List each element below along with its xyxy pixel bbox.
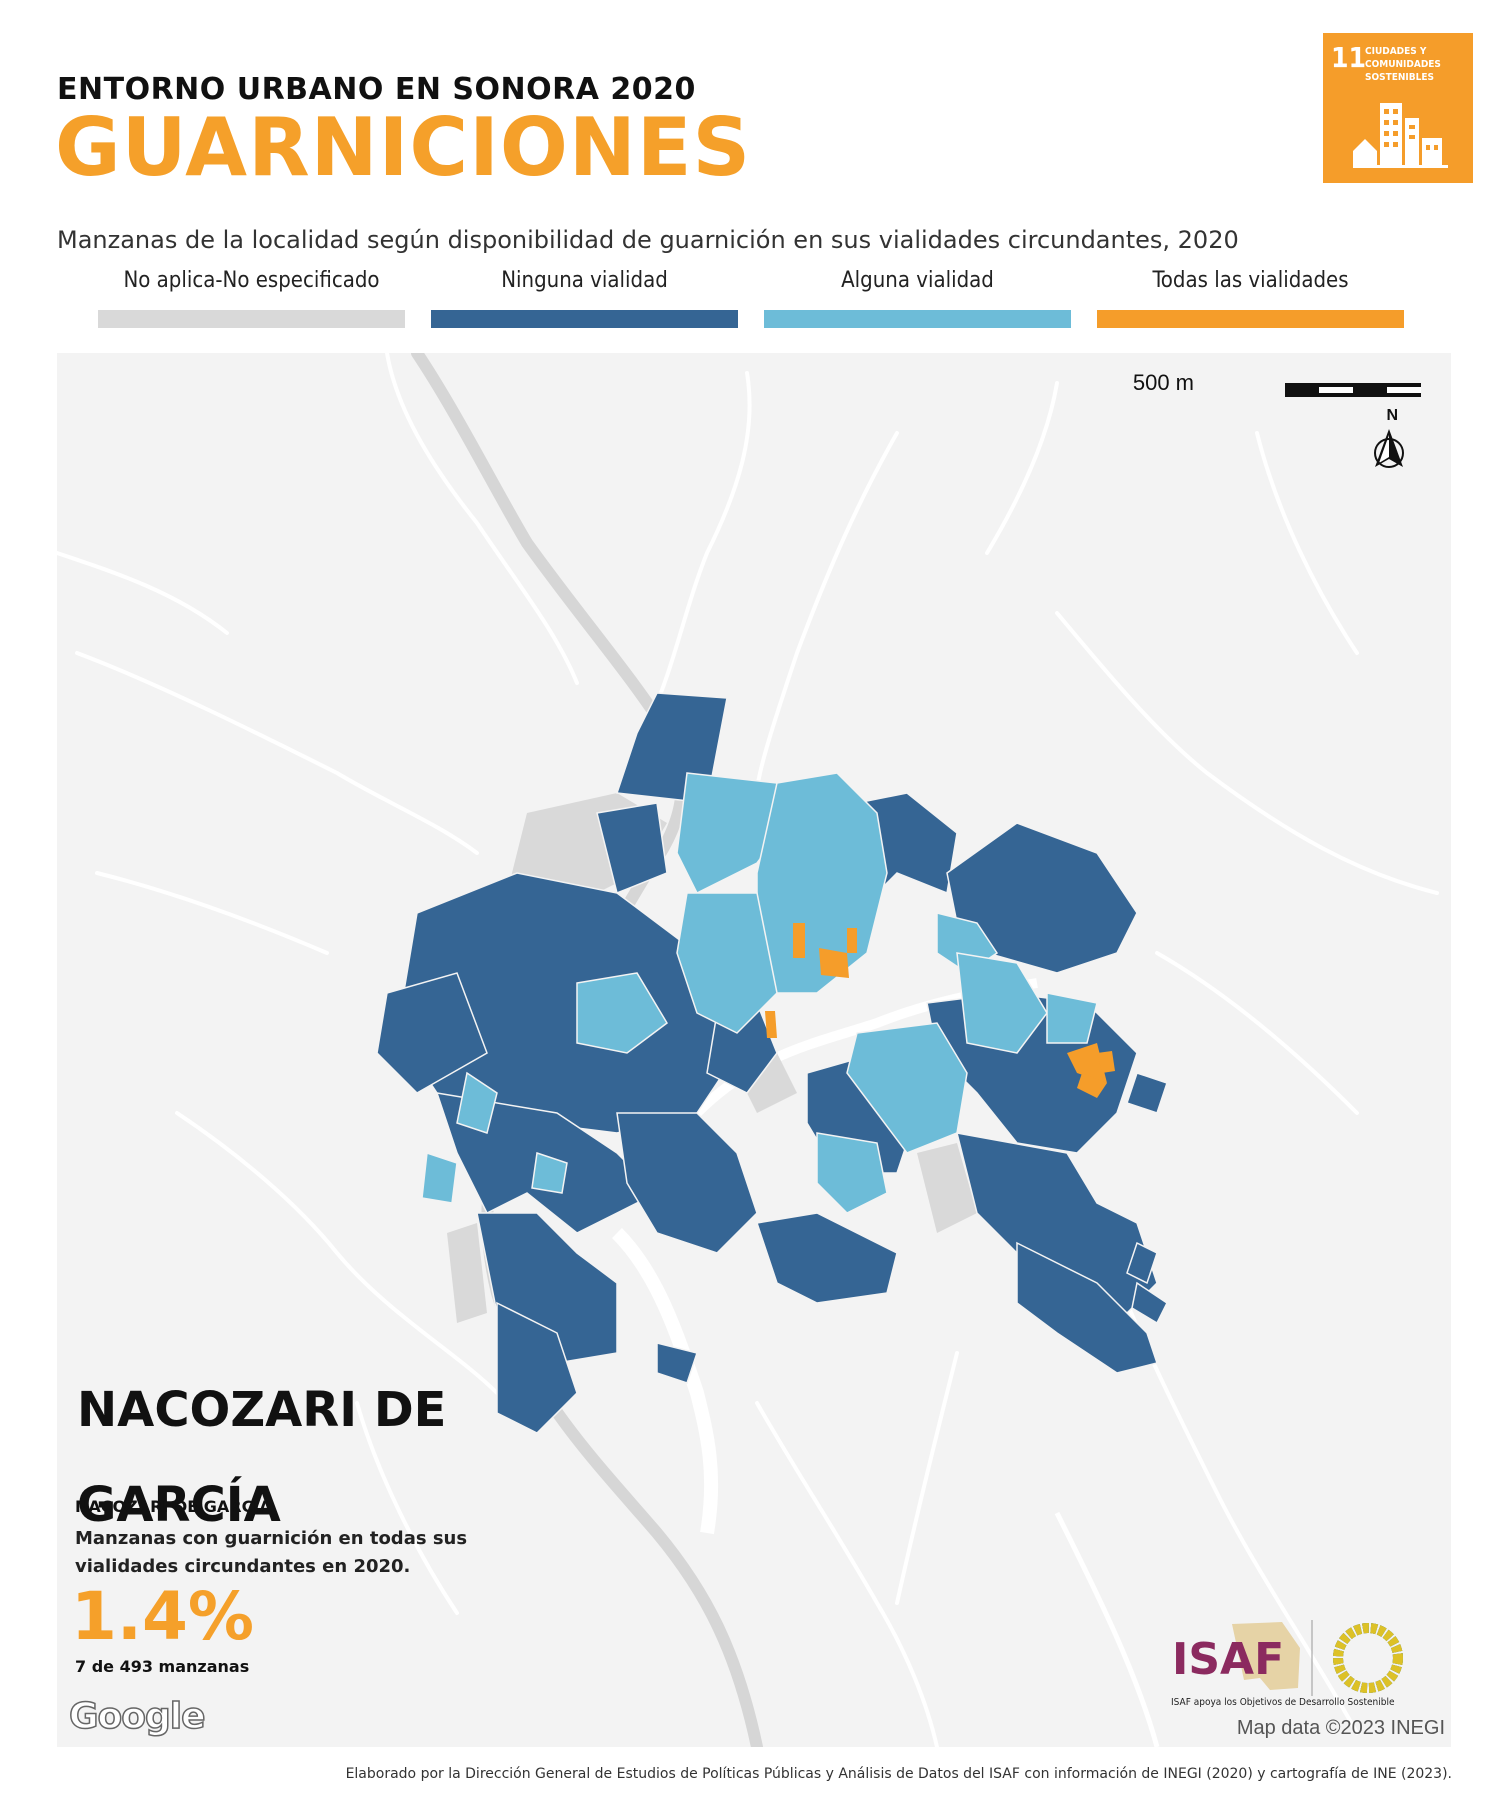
legend-item-no-aplica: No aplica-No especificado — [98, 268, 405, 328]
page-title: GUARNICIONES — [55, 101, 752, 194]
legend-label: Todas las vialidades — [1152, 268, 1349, 293]
legend-swatch — [431, 310, 738, 328]
isaf-caption: ISAF apoya los Objetivos de Desarrollo S… — [1171, 1697, 1395, 1708]
sdg-11-badge: 11 CIUDADES Y COMUNIDADES SOSTENIBLES — [1323, 33, 1473, 183]
blocks-todas — [765, 923, 1115, 1098]
north-label: N — [1386, 407, 1398, 424]
legend-swatch — [764, 310, 1071, 328]
legend-label: Ninguna vialidad — [501, 268, 668, 293]
google-logo: Google — [68, 1695, 206, 1738]
legend-item-alguna: Alguna vialidad — [764, 268, 1071, 328]
logos-block: ISAF — [1172, 1618, 1422, 1698]
locality-name: NACOZARI DE GARCÍA — [77, 1382, 447, 1533]
legend-label: No aplica-No especificado — [123, 268, 380, 293]
isaf-logo: ISAF — [1172, 1620, 1403, 1696]
legend-item-todas: Todas las vialidades — [1097, 268, 1404, 328]
blocks-layer — [376, 692, 1168, 1434]
scale-label: 500 m — [1132, 370, 1194, 395]
sdg-number: 11 — [1331, 41, 1367, 74]
map-subtitle: Manzanas de la localidad según disponibi… — [57, 226, 1239, 254]
legend-swatch — [98, 310, 405, 328]
map-data-credit: Map data ©2023 INEGI — [1236, 1717, 1445, 1739]
legend-label: Alguna vialidad — [841, 268, 994, 293]
stat-description: Manzanas con guarnición en todas sus via… — [75, 1528, 468, 1577]
isaf-wordmark: ISAF — [1172, 1634, 1284, 1685]
stat-count: 7 de 493 manzanas — [75, 1657, 250, 1676]
legend-swatch — [1097, 310, 1404, 328]
sdg-label: CIUDADES Y COMUNIDADES SOSTENIBLES — [1365, 46, 1441, 83]
page-kicker: ENTORNO URBANO EN SONORA 2020 — [57, 72, 696, 107]
scale-bar — [1285, 383, 1421, 397]
municipality-name: NACOZARI DE GARCÍA — [75, 1497, 272, 1516]
footer-credit: Elaborado por la Dirección General de Es… — [345, 1766, 1452, 1782]
map-panel[interactable]: 500 m N NACOZARI DE GARCÍA NACOZARI DE G… — [57, 353, 1451, 1747]
north-arrow-icon — [1374, 429, 1404, 468]
stat-value: 1.4% — [71, 1578, 255, 1655]
legend-item-ninguna: Ninguna vialidad — [431, 268, 738, 328]
city-buildings-icon — [1353, 103, 1448, 168]
